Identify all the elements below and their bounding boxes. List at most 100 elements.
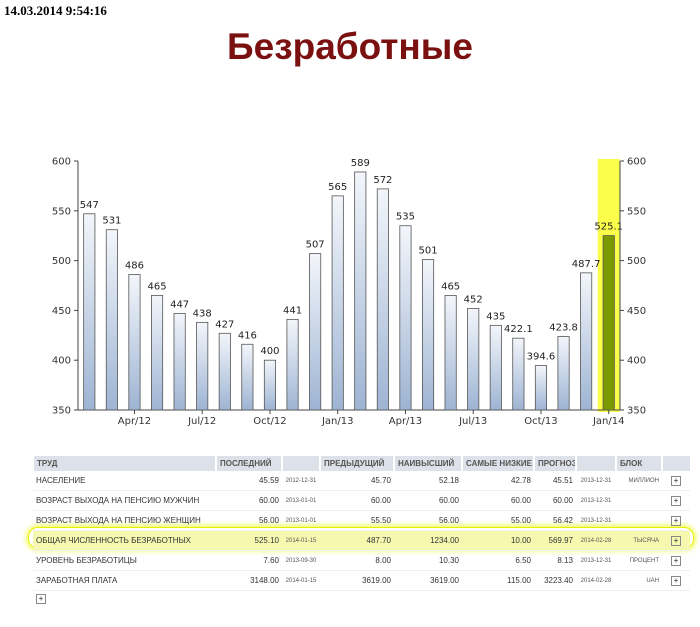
data-label: 441 [283,305,302,316]
bar [354,171,367,411]
y-tick-label-left: 400 [52,356,71,367]
forecast-date: 2014-02-28 [576,570,616,591]
column-header[interactable]: ТРУД [32,456,216,471]
bar [196,321,209,411]
previous-value: 3619.00 [320,570,394,591]
x-tick-label: Jan/14 [592,416,625,427]
unit-label [616,510,662,531]
table-row: НАСЕЛЕНИЕ 45.59 2012-12-31 45.70 52.18 42.78 4… [33,471,690,491]
expand-row-button[interactable]: + [662,510,690,531]
unit-label: ТЫСЯЧА [616,530,662,551]
bar [331,195,344,411]
plus-icon: + [671,475,681,486]
last-value: 7.60 [216,550,282,571]
x-tick-label: Oct/13 [524,416,557,427]
unit-label: UAH [616,570,662,591]
data-label: 565 [328,182,347,193]
column-header [281,456,320,471]
data-label: 486 [125,261,144,272]
bar [83,213,96,411]
forecast-value: 45.51 [534,471,576,491]
y-tick-label-left: 450 [52,306,71,317]
data-label: 422.1 [504,324,533,335]
unit-label: ПРОЦЕНТ [616,550,662,571]
previous-value: 487.70 [320,530,394,551]
bar [580,272,593,411]
previous-value: 8.00 [320,550,394,571]
data-label: 447 [170,299,189,310]
table-header-row: ТРУД ПОСЛЕДНИЙ ПРЕДЫДУЩИЙ НАИВЫСШИЙ САМЫЕ НИ… [32,456,690,471]
table-row: ЗАРАБОТНАЯ ПЛАТА 3148.00 2014-01-15 3619.00… [33,570,690,591]
last-date: 2014-01-15 [282,570,320,591]
table-row: ВОЗРАСТ ВЫХОДА НА ПЕНСИЮ ЖЕНЩИН 56.00 2013… [33,510,690,531]
y-tick-label-left: 600 [52,157,71,168]
bar [173,312,186,411]
forecast-date: 2013-12-31 [576,510,616,531]
last-value: 56.00 [216,510,282,531]
indicator-name: НАСЕЛЕНИЕ [33,471,216,491]
previous-value: 60.00 [320,490,394,511]
last-date: 2013-01-01 [282,490,320,511]
forecast-date: 2014-02-28 [576,530,616,551]
lowest-value: 55.00 [462,510,534,531]
bar [263,359,277,411]
x-tick-label: Apr/13 [389,416,422,427]
table-row: ВОЗРАСТ ВЫХОДА НА ПЕНСИЮ МУЖЧИН 60.00 2013… [33,490,690,511]
y-tick-label-left: 550 [52,206,71,217]
expand-row-button[interactable]: + [662,570,690,591]
indicator-name: ВОЗРАСТ ВЫХОДА НА ПЕНСИЮ ЖЕНЩИН [33,510,216,531]
data-label: 394.6 [527,352,556,363]
data-label: 465 [147,281,166,292]
y-tick-label-right: 350 [627,406,646,417]
expand-row-button[interactable]: + [662,471,690,491]
column-header[interactable]: НАИВЫСШИЙ [393,456,462,471]
indicator-name: ВОЗРАСТ ВЫХОДА НА ПЕНСИЮ МУЖЧИН [33,490,216,511]
bar [421,259,435,411]
bar [218,332,231,411]
last-value: 3148.00 [216,570,282,591]
bar [105,229,118,411]
expand-row-button[interactable]: + [662,490,690,511]
previous-value: 45.70 [320,471,394,491]
bar [309,253,322,411]
data-label: 465 [441,281,460,292]
data-label: 487.7 [572,259,601,270]
bar [241,343,254,411]
bar [286,318,299,411]
page-title: Безработные [227,26,473,67]
last-date: 2014-01-15 [282,530,320,551]
column-header[interactable]: САМЫЕ НИЗКИЕ [461,456,534,471]
forecast-value: 569.97 [534,530,576,551]
lowest-value: 115.00 [462,570,534,591]
column-header[interactable]: ПОСЛЕДНИЙ [215,456,282,471]
expand-row-button[interactable]: + [662,550,690,571]
x-tick-label: Apr/12 [118,416,151,427]
data-label: 535 [396,212,415,223]
data-label: 547 [80,200,99,211]
bar [602,235,615,411]
data-label: 501 [418,246,437,257]
highest-value: 10.30 [394,550,462,571]
bar [399,225,412,411]
lowest-value: 42.78 [462,471,534,491]
previous-value: 55.50 [320,510,394,531]
data-label: 452 [464,294,483,305]
last-value: 525.10 [216,530,282,551]
data-label: 525.1 [594,222,623,233]
column-header[interactable]: ПРЕДЫДУЩИЙ [319,456,394,471]
expand-more-button[interactable]: + [36,586,46,605]
forecast-value: 56.42 [534,510,576,531]
indicator-name: ЗАРАБОТНАЯ ПЛАТА [33,570,216,591]
y-tick-label-left: 500 [52,256,71,267]
last-date: 2013-01-01 [282,510,320,531]
data-label: 507 [306,240,325,251]
expand-row-button[interactable]: + [662,530,690,551]
x-tick-label: Jan/13 [321,416,354,427]
data-label: 589 [351,158,370,169]
forecast-date: 2013-12-31 [576,490,616,511]
indicators-table: ТРУД ПОСЛЕДНИЙ ПРЕДЫДУЩИЙ НАИВЫСШИЙ САМЫЕ НИ… [32,456,690,591]
column-header[interactable]: ПРОГНОЗ [533,456,576,471]
bar [557,336,570,411]
column-header[interactable]: БЛОК [615,456,662,471]
data-label: 400 [260,346,279,357]
